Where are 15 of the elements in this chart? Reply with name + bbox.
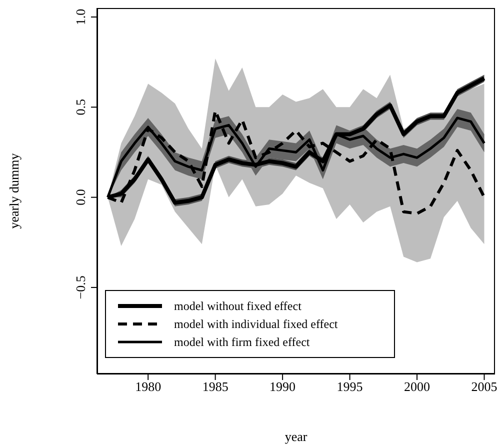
x-tick-label: 1985 <box>202 379 228 394</box>
y-axis-title: yearly dummy <box>6 152 22 229</box>
legend-label: model with individual fixed effect <box>174 316 338 332</box>
y-tick-label: 0.5 <box>73 99 88 116</box>
x-tick-label: 2000 <box>404 379 430 394</box>
legend-label: model without fixed effect <box>174 298 302 314</box>
y-tick-label: 1.0 <box>73 8 88 26</box>
x-tick-label: 2005 <box>471 379 498 394</box>
x-tick-label: 1990 <box>270 379 296 394</box>
y-tick-label: 0.0 <box>73 189 88 206</box>
x-tick-label: 1995 <box>336 379 363 394</box>
y-tick-label: −0.5 <box>73 276 88 300</box>
x-axis-title: year <box>284 429 308 444</box>
legend-label: model with firm fixed effect <box>174 334 310 350</box>
x-tick-label: 1980 <box>135 379 162 394</box>
